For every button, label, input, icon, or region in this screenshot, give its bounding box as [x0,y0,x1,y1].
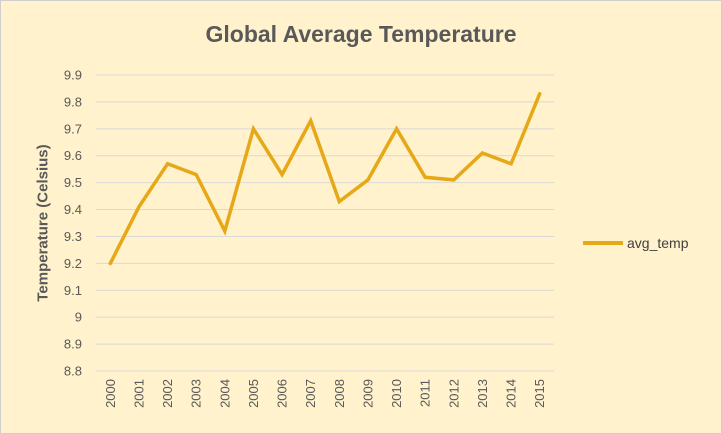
x-tick-label: 2000 [103,379,118,408]
y-tick-label: 8.9 [64,337,82,352]
y-tick-label: 9.5 [64,175,82,190]
legend: avg_temp [583,233,688,253]
data-point [538,92,542,96]
x-tick-label: 2005 [246,379,261,408]
x-tick-label: 2003 [189,379,204,408]
x-tick-label: 2009 [360,379,375,408]
x-tick-label: 2015 [532,379,547,408]
data-point [309,119,313,123]
x-axis-ticks: 2000 2001 2002 2003 2004 2005 2006 2007 2008 2009… [103,379,547,408]
data-point [280,173,284,177]
data-point [223,229,227,233]
data-point [509,162,513,166]
data-point [366,178,370,182]
x-tick-label: 2008 [332,379,347,408]
x-tick-label: 2001 [131,379,146,408]
legend-label-avg-temp: avg_temp [627,235,689,251]
x-tick-label: 2014 [504,379,519,408]
y-axis-ticks: 8.8 8.9 9 9.1 9.2 9.3 9.4 9.5 9.6 9.7 9.8 9.9 [64,68,82,379]
x-tick-label: 2013 [475,379,490,408]
y-tick-label: 9.4 [64,202,82,217]
data-point [137,205,141,209]
legend-swatch-avg-temp [583,241,623,245]
y-tick-label: 9.1 [64,283,82,298]
y-tick-label: 9.7 [64,121,82,136]
chart-title: Global Average Temperature [205,21,517,47]
data-point [452,178,456,182]
y-tick-label: 9 [75,310,82,325]
data-point [166,162,170,166]
data-point [395,127,399,131]
data-point [337,199,341,203]
data-point [480,151,484,155]
x-tick-label: 2010 [389,379,404,408]
y-tick-label: 9.9 [64,68,82,83]
data-point [108,261,112,265]
x-tick-label: 2007 [303,379,318,408]
data-point [251,127,255,131]
x-tick-label: 2011 [418,379,433,407]
y-tick-label: 9.3 [64,229,82,244]
x-tick-label: 2006 [275,379,290,408]
gridlines [96,74,554,372]
y-tick-label: 9.8 [64,94,82,109]
series-layer [108,92,542,266]
y-tick-label: 8.8 [64,364,82,379]
series-line-avg-temp [108,92,542,266]
data-point [194,173,198,177]
data-point [423,175,427,179]
y-tick-label: 9.2 [64,256,82,271]
x-tick-label: 2012 [446,379,461,408]
x-tick-label: 2002 [160,379,175,408]
x-tick-label: 2004 [217,379,232,408]
y-tick-label: 9.6 [64,148,82,163]
